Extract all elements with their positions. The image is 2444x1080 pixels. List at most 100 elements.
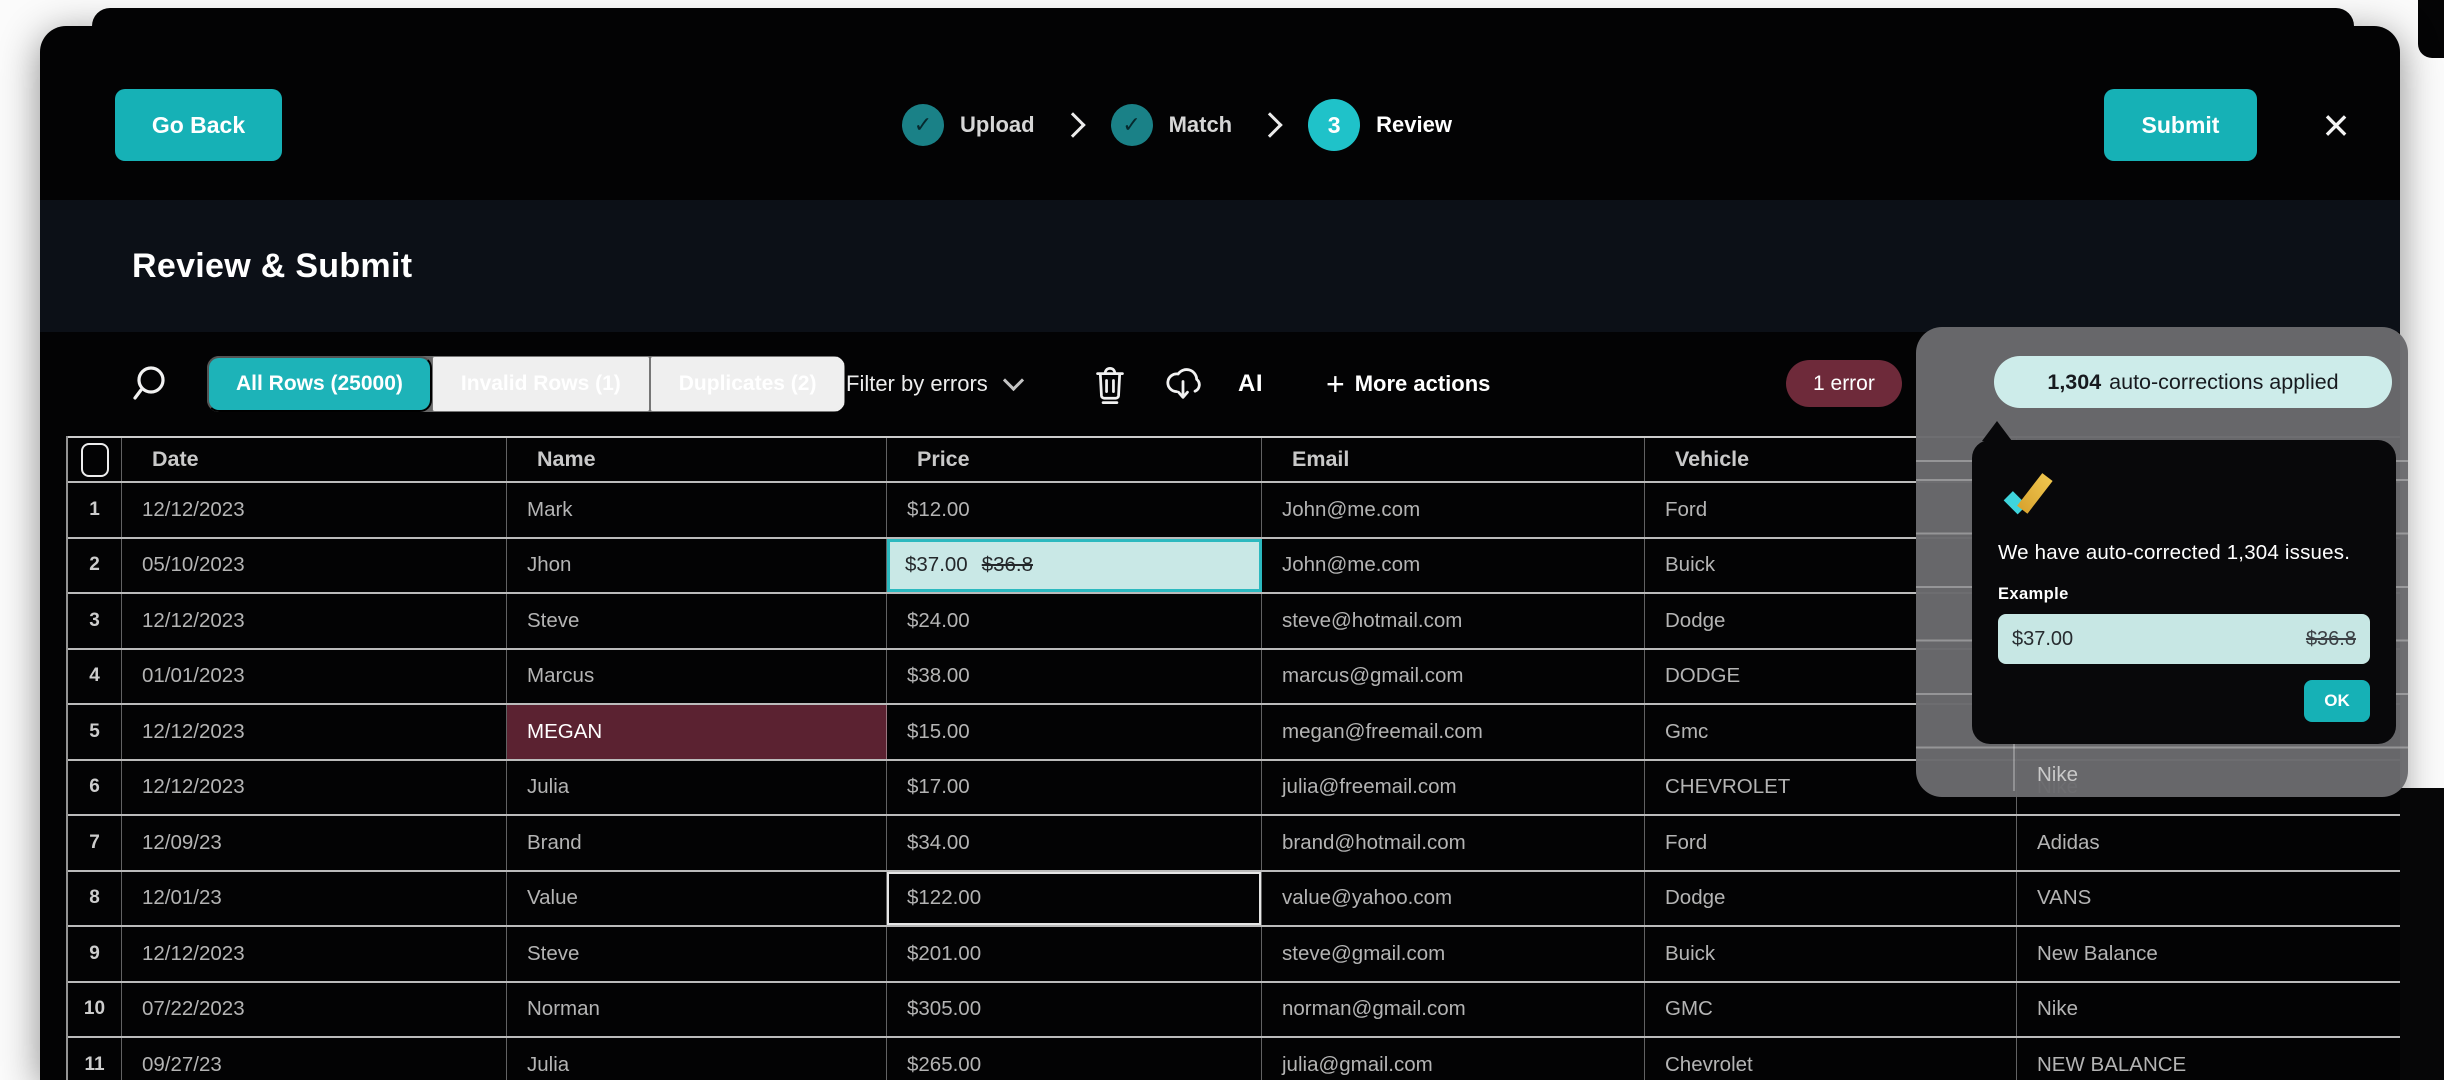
cell-brand[interactable]: NEW BALANCE bbox=[2037, 1052, 2187, 1076]
cell-name[interactable]: Value bbox=[507, 871, 887, 925]
row-number[interactable]: 3 bbox=[68, 594, 122, 648]
ok-button[interactable]: OK bbox=[2304, 680, 2370, 722]
cell-email[interactable]: marcus@gmail.com bbox=[1262, 649, 1645, 703]
go-back-button[interactable]: Go Back bbox=[115, 89, 282, 161]
row-number[interactable]: 4 bbox=[68, 649, 122, 703]
cell-vehicle[interactable]: Ford bbox=[1645, 816, 2017, 870]
cell-brand[interactable]: New Balance bbox=[2037, 941, 2158, 965]
cell-date[interactable]: 12/12/2023 bbox=[122, 760, 507, 814]
close-button[interactable]: × bbox=[2298, 89, 2374, 161]
cell-name[interactable]: Mark bbox=[507, 483, 887, 537]
cell-name[interactable]: Steve bbox=[507, 927, 887, 981]
cell-price[interactable]: $122.00 bbox=[887, 871, 1262, 925]
column-header[interactable]: Vehicle bbox=[1645, 438, 2017, 481]
cell-brand[interactable]: VANS bbox=[2037, 886, 2092, 910]
tab-all-rows-25000[interactable]: All Rows (25000) bbox=[207, 356, 432, 412]
column-header[interactable]: Date bbox=[122, 438, 507, 481]
cell-name[interactable]: Norman bbox=[507, 982, 887, 1036]
cell-price[interactable]: $305.00 bbox=[887, 982, 1262, 1036]
cell-date[interactable]: 12/12/2023 bbox=[122, 927, 507, 981]
cell-email[interactable]: brand@hotmail.com bbox=[1262, 816, 1645, 870]
filter-by-errors-control[interactable]: Filter by errors bbox=[846, 332, 1024, 436]
cell-email[interactable]: John@me.com bbox=[1262, 538, 1645, 592]
cell-date[interactable]: 01/01/2023 bbox=[122, 649, 507, 703]
step-upload[interactable]: ✓ Upload bbox=[902, 104, 1035, 146]
row-number[interactable]: 5 bbox=[68, 705, 122, 759]
search-icon bbox=[133, 366, 165, 400]
row-number[interactable]: 11 bbox=[68, 1038, 122, 1080]
error-count-badge[interactable]: 1 error bbox=[1786, 360, 1902, 407]
cell-email[interactable]: julia@gmail.com bbox=[1262, 1038, 1645, 1080]
column-header[interactable]: Email bbox=[1262, 438, 1645, 481]
cell-email[interactable]: julia@freemail.com bbox=[1262, 760, 1645, 814]
cell-price[interactable]: $24.00 bbox=[887, 594, 1262, 648]
cell-date[interactable]: 12/12/2023 bbox=[122, 594, 507, 648]
step-review[interactable]: 3 Review bbox=[1308, 99, 1452, 151]
cell-name[interactable]: MEGAN bbox=[507, 705, 887, 759]
cell-date[interactable]: 05/10/2023 bbox=[122, 538, 507, 592]
corrections-pill[interactable]: 1,304 auto-corrections applied bbox=[1994, 356, 2392, 408]
cell-email[interactable]: value@yahoo.com bbox=[1262, 871, 1645, 925]
cell-email[interactable]: norman@gmail.com bbox=[1262, 982, 1645, 1036]
cell-name[interactable]: Julia bbox=[507, 1038, 887, 1080]
row-number[interactable]: 1 bbox=[68, 483, 122, 537]
delete-rows-button[interactable] bbox=[1092, 332, 1128, 436]
cell-price[interactable]: $37.00 $36.8 bbox=[887, 538, 1262, 592]
cell-name[interactable]: Jhon bbox=[507, 538, 887, 592]
cell-price[interactable]: $12.00 bbox=[887, 483, 1262, 537]
original-price: $36.8 bbox=[981, 553, 1034, 577]
row-number[interactable]: 8 bbox=[68, 871, 122, 925]
cell-date[interactable]: 12/12/2023 bbox=[122, 483, 507, 537]
header-checkbox[interactable] bbox=[80, 442, 109, 477]
tab-invalid-rows-1[interactable]: Invalid Rows (1) bbox=[431, 356, 650, 412]
cell-vehicle[interactable]: Buick bbox=[1645, 927, 2017, 981]
cell-email[interactable]: megan@freemail.com bbox=[1262, 705, 1645, 759]
cell-name[interactable]: Steve bbox=[507, 594, 887, 648]
cell-brand[interactable]: Nike bbox=[2037, 997, 2079, 1021]
cell-vehicle[interactable]: GMC bbox=[1645, 982, 2017, 1036]
tab-duplicates-2[interactable]: Duplicates (2) bbox=[649, 356, 846, 412]
cell-email[interactable]: steve@gmail.com bbox=[1262, 927, 1645, 981]
row-number[interactable]: 2 bbox=[68, 538, 122, 592]
cell-date[interactable]: 12/01/23 bbox=[122, 871, 507, 925]
cell-price[interactable]: $15.00 bbox=[887, 705, 1262, 759]
cell-email[interactable]: John@me.com bbox=[1262, 483, 1645, 537]
cell-price[interactable]: $265.00 bbox=[887, 1038, 1262, 1080]
row-number[interactable]: 9 bbox=[68, 927, 122, 981]
cell-price[interactable]: $17.00 bbox=[887, 760, 1262, 814]
page-title: Review & Submit bbox=[132, 246, 413, 285]
cell-price[interactable]: $34.00 bbox=[887, 816, 1262, 870]
row-number[interactable]: 7 bbox=[68, 816, 122, 870]
cell-name[interactable]: Brand bbox=[507, 816, 887, 870]
corrections-count: 1,304 bbox=[2047, 369, 2102, 394]
cell-name[interactable]: Marcus bbox=[507, 649, 887, 703]
cell-date[interactable]: 07/22/2023 bbox=[122, 982, 507, 1036]
ai-button[interactable]: AI bbox=[1238, 332, 1263, 436]
example-input[interactable]: $37.00 $36.8 bbox=[1998, 614, 2370, 664]
cell-price[interactable]: $201.00 bbox=[887, 927, 1262, 981]
cell-date[interactable]: 12/12/2023 bbox=[122, 705, 507, 759]
step-match[interactable]: ✓ Match bbox=[1110, 104, 1232, 146]
cell-name[interactable]: Julia bbox=[507, 760, 887, 814]
search-button[interactable] bbox=[130, 364, 168, 409]
row-number[interactable]: 6 bbox=[68, 760, 122, 814]
export-button[interactable] bbox=[1164, 332, 1202, 436]
submit-button[interactable]: Submit bbox=[2104, 89, 2257, 161]
column-header[interactable]: Name bbox=[507, 438, 887, 481]
cell-email[interactable]: steve@hotmail.com bbox=[1262, 594, 1645, 648]
stepper: ✓ Upload ✓ Match 3 Review bbox=[902, 89, 1452, 161]
row-number[interactable]: 10 bbox=[68, 982, 122, 1036]
cell-brand[interactable]: Adidas bbox=[2037, 830, 2100, 854]
cell-date[interactable]: 12/09/23 bbox=[122, 816, 507, 870]
stacked-card-corner bbox=[2418, 0, 2444, 58]
table-row: 1 12/12/2023 Mark $12.00 John@me.com Ford bbox=[68, 483, 2400, 539]
cell-vehicle[interactable]: Dodge bbox=[1645, 871, 2017, 925]
chevron-right-icon bbox=[1257, 112, 1283, 138]
column-header[interactable]: Price bbox=[887, 438, 1262, 481]
cell-price[interactable]: $38.00 bbox=[887, 649, 1262, 703]
cell-date[interactable]: 09/27/23 bbox=[122, 1038, 507, 1080]
more-actions-button[interactable]: + More actions bbox=[1326, 332, 1490, 436]
cell-vehicle[interactable]: Chevrolet bbox=[1645, 1038, 2017, 1080]
step-number: 3 bbox=[1308, 99, 1361, 151]
